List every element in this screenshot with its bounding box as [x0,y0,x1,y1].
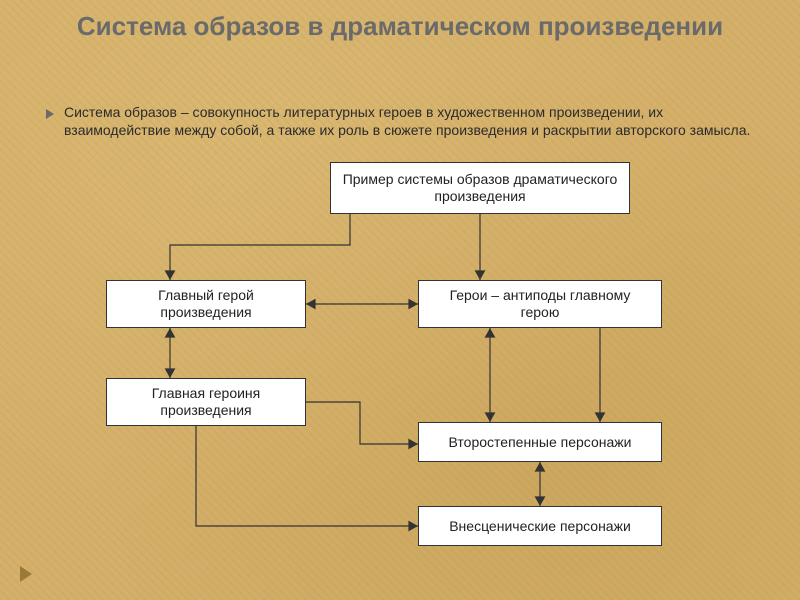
node-off: Внесценические персонажи [418,506,662,546]
node-anti: Герои – антиподы главному герою [418,280,662,328]
node-root: Пример системы образов драматического пр… [330,162,630,214]
page-title: Система образов в драматическом произвед… [0,12,800,42]
next-slide-arrow-icon [20,566,32,582]
node-heroine: Главная героиня произведения [106,378,306,426]
description-text: Система образов – совокупность литератур… [64,104,764,139]
description-block: Система образов – совокупность литератур… [46,104,764,139]
node-second: Второстепенные персонажи [418,422,662,462]
node-hero: Главный герой произведения [106,280,306,328]
bullet-icon [46,109,54,119]
